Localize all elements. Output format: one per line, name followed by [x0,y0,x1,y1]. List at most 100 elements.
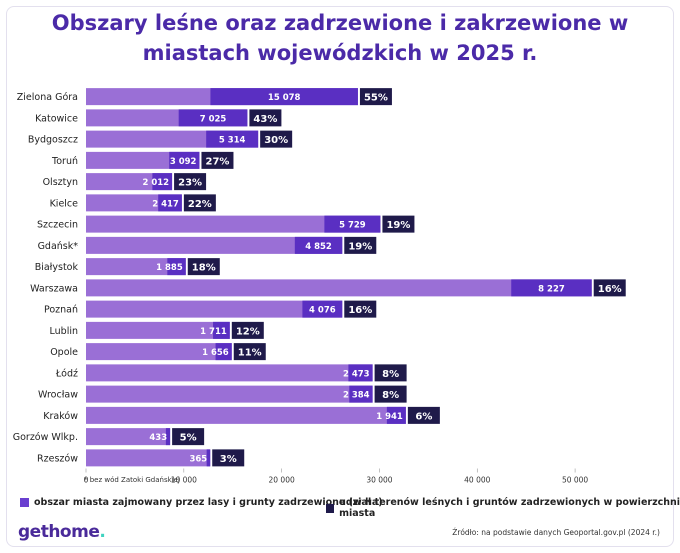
forest-area-bar [158,194,182,212]
share-badge [260,130,293,148]
category-label: Zielona Góra [17,92,78,103]
legend-label-share: udział terenów leśnych i gruntów zadrzew… [339,497,680,519]
x-tick-label: 40 000 [464,476,490,485]
city-area-bar [86,194,182,212]
forest-area-bar [167,258,186,276]
share-label: 8% [382,369,399,380]
category-label: Kielce [50,198,79,209]
share-label: 3% [220,454,237,465]
city-area-bar [86,428,171,446]
city-area-bar [86,364,373,382]
x-tick-label: 10 000 [171,476,197,485]
share-badge [249,109,282,127]
category-label: Szczecin [37,220,78,231]
forest-area-label: 7 025 [200,114,227,124]
x-tick-label: 0 [84,476,89,485]
forest-area-label: 1 941 [376,412,403,422]
share-label: 5% [180,433,197,444]
share-badge [231,321,264,339]
city-area-bar [86,173,173,191]
chart-title: Obszary leśne oraz zadrzewione i zakrzew… [0,8,680,68]
share-badge [174,173,207,191]
share-label: 30% [264,135,288,146]
forest-area-label: 15 078 [268,93,301,103]
legend-item-share: udział terenów leśnych i gruntów zadrzew… [326,497,680,519]
category-label: Białystok [35,262,79,273]
forest-area-label: 433 [149,433,167,443]
forest-area-label: 4 852 [305,242,332,252]
forest-area-bar [349,385,373,403]
category-label: Gdańsk* [38,241,79,252]
logo-text: gethome [18,522,100,542]
category-label: Poznań [44,305,78,316]
city-area-bar [86,300,343,318]
share-badge [382,215,415,233]
share-label: 23% [178,178,202,189]
share-label: 19% [348,241,372,252]
city-area-bar [86,258,186,276]
forest-area-label: 1 656 [202,348,229,358]
forest-area-bar [348,364,373,382]
share-badge [344,300,377,318]
category-label: Bydgoszcz [28,135,78,146]
category-label: Toruń [51,156,78,167]
city-area-bar [86,321,230,339]
city-area-bar [86,449,211,467]
category-label: Warszawa [30,283,78,294]
category-label: Lublin [50,326,78,337]
title-line-2: miastach wojewódzkich w 2025 r. [142,41,538,65]
share-badge [187,258,220,276]
forest-area-label: 1 711 [200,327,227,337]
forest-area-bar [152,173,173,191]
share-badge [374,364,407,382]
share-label: 11% [238,348,262,359]
share-label: 22% [188,199,212,210]
share-label: 55% [364,93,388,104]
share-badge [374,385,407,403]
share-badge [212,449,245,467]
category-label: Katowice [35,113,78,124]
forest-area-label: 5 314 [219,136,246,146]
share-badge [233,343,266,361]
forest-area-bar [206,449,211,467]
city-area-bar [86,279,592,297]
forest-area-bar [206,130,259,148]
x-tick-label: 50 000 [562,476,588,485]
forest-area-bar [215,343,232,361]
share-label: 12% [236,326,260,337]
forest-area-bar [213,321,230,339]
share-badge [183,194,216,212]
forest-area-bar [386,406,406,424]
category-label: Olsztyn [43,177,78,188]
logo-dot: . [99,522,106,542]
share-label: 43% [253,114,277,125]
legend-item-area: obszar miasta zajmowany przez lasy i gru… [20,497,383,508]
source-note: Źródło: na podstawie danych Geoportal.go… [452,528,660,537]
legend-label-area: obszar miasta zajmowany przez lasy i gru… [34,497,383,508]
forest-area-label: 2 473 [343,369,370,379]
forest-area-label: 365 [189,454,207,464]
share-label: 18% [192,263,216,274]
forest-area-bar [169,151,200,169]
title-line-1: Obszary leśne oraz zadrzewione i zakrzew… [51,11,629,35]
category-label: Opole [50,347,78,358]
forest-area-label: 8 227 [538,284,565,294]
category-label: Łódź [55,368,78,379]
legend-swatch-share [326,503,335,513]
city-area-bar [86,406,406,424]
share-badge [407,406,440,424]
share-badge [172,428,205,446]
forest-area-bar [294,236,343,254]
legend-swatch-area [20,498,29,507]
forest-area-bar [210,88,358,106]
forest-area-label: 4 076 [309,306,336,316]
share-badge [201,151,234,169]
share-label: 8% [382,390,399,401]
forest-area-label: 5 729 [339,221,366,231]
city-area-bar [86,215,381,233]
share-label: 16% [598,284,622,295]
share-badge [593,279,626,297]
category-label: Wrocław [38,390,78,401]
share-label: 16% [348,305,372,316]
category-label: Kraków [43,411,78,422]
